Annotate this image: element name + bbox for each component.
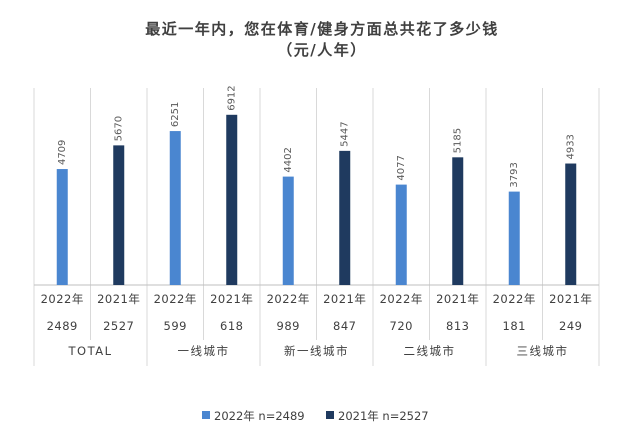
- bar: [282, 176, 294, 285]
- group-label: 新一线城市: [284, 344, 349, 358]
- category-label: 2021年: [549, 292, 592, 306]
- legend: 2022年 n=2489 2021年 n=2527: [202, 409, 429, 423]
- category-label: 2022年: [41, 292, 84, 306]
- data-label: 4933: [566, 134, 577, 159]
- bar: [113, 145, 125, 285]
- chart-title: 最近一年内，您在体育/健身方面总共花了多少钱: [145, 20, 498, 38]
- group-label: 三线城市: [517, 344, 569, 358]
- sample-size-label: 989: [277, 319, 300, 333]
- grid-lines: [33, 88, 600, 366]
- bar: [169, 131, 181, 285]
- legend-swatch: [326, 411, 334, 419]
- bar: [395, 184, 407, 285]
- sample-size-label: 181: [503, 319, 526, 333]
- bar: [339, 150, 351, 285]
- group-label: 一线城市: [178, 344, 230, 358]
- data-label: 5185: [453, 128, 464, 153]
- bars: [56, 114, 577, 286]
- category-label: 2022年: [154, 292, 197, 306]
- bar: [508, 191, 520, 285]
- legend-entry: 2021年 n=2527: [338, 409, 429, 423]
- data-label: 6912: [227, 85, 238, 110]
- data-label: 4709: [57, 140, 68, 165]
- group-label: 二线城市: [404, 344, 456, 358]
- sample-size-label: 249: [559, 319, 582, 333]
- bar: [452, 157, 464, 285]
- legend-swatch: [202, 411, 210, 419]
- sample-size-label: 2527: [103, 319, 134, 333]
- axis-labels: 4709 2022年 2489 5670 2021年 2527 TOTAL 6251 2022年…: [41, 85, 592, 358]
- bar: [56, 169, 68, 285]
- sample-size-label: 813: [446, 319, 469, 333]
- sample-size-label: 847: [333, 319, 356, 333]
- sample-size-label: 720: [390, 319, 413, 333]
- category-label: 2022年: [380, 292, 423, 306]
- category-label: 2022年: [493, 292, 536, 306]
- category-label: 2021年: [323, 292, 366, 306]
- data-label: 5670: [114, 116, 125, 141]
- sample-size-label: 599: [164, 319, 187, 333]
- data-label: 4402: [283, 147, 294, 172]
- category-label: 2021年: [210, 292, 253, 306]
- data-label: 4077: [396, 155, 407, 180]
- sample-size-label: 618: [220, 319, 243, 333]
- data-label: 5447: [340, 121, 351, 146]
- chart-subtitle: （元/人年）: [277, 41, 366, 59]
- category-label: 2021年: [97, 292, 140, 306]
- bar: [565, 163, 577, 285]
- category-label: 2021年: [436, 292, 479, 306]
- bar: [226, 114, 238, 286]
- data-label: 6251: [170, 102, 181, 127]
- data-label: 3793: [509, 162, 520, 187]
- sample-size-label: 2489: [47, 319, 78, 333]
- group-label: TOTAL: [68, 344, 113, 358]
- legend-entry: 2022年 n=2489: [214, 409, 305, 423]
- category-label: 2022年: [267, 292, 310, 306]
